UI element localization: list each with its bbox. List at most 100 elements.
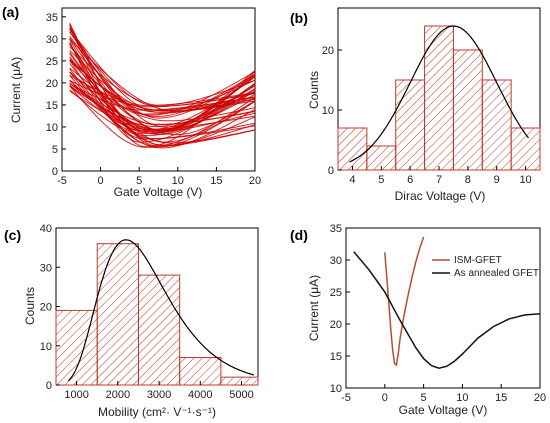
x-tick-label: 2000 xyxy=(106,389,130,401)
x-tick-label: 10 xyxy=(172,175,184,187)
transfer-curve xyxy=(69,72,256,122)
x-tick-label: 6 xyxy=(407,174,413,186)
x-tick-label: 4000 xyxy=(188,389,212,401)
y-tick-label: 25 xyxy=(46,56,58,68)
y-tick-label: 15 xyxy=(330,351,342,363)
panel-label-d: (d) xyxy=(290,227,308,243)
plot-frame-d xyxy=(345,227,541,389)
bars-b xyxy=(337,25,541,171)
histogram-bar xyxy=(424,25,454,171)
y-tick-label: 35 xyxy=(330,223,342,235)
transfer-curve xyxy=(69,83,256,111)
panel-b: (b) 4 5 6 7 8 9 10 0 10 20 Dirac Voltage (V) Cou… xyxy=(290,7,541,203)
curves-a xyxy=(69,22,256,149)
fit-curve-c xyxy=(67,239,255,382)
x-tick-label: 7 xyxy=(436,174,442,186)
fit-curve xyxy=(67,239,255,382)
histogram-bar xyxy=(137,274,181,386)
x-tick-label: 5 xyxy=(421,392,427,404)
y-axis-label-b: Counts xyxy=(307,71,321,109)
x-tick-label: 9 xyxy=(494,174,500,186)
legend-label-as-annealed-gfet: As annealed GFET xyxy=(454,268,539,279)
y-axis-label-a: Current (μA) xyxy=(9,57,23,123)
y-tick-label: 0 xyxy=(52,166,58,178)
transfer-curve xyxy=(69,28,256,115)
histogram-bar xyxy=(179,357,222,386)
panel-c: (c) 1000 2000 3000 4000 5000 0 10 20 30 40 Mobil… xyxy=(4,223,259,419)
panel-d: (d) -5 0 5 10 15 20 10 15 20 25 30 35 ISM-GFET As … xyxy=(290,223,546,417)
transfer-curve xyxy=(69,41,256,143)
y-tick-label: 30 xyxy=(330,255,342,267)
y-axis-label-c: Counts xyxy=(23,287,37,325)
x-tick-label: 15 xyxy=(210,175,222,187)
transfer-curve xyxy=(69,89,256,137)
x-ticks-b: 4 5 6 7 8 9 10 xyxy=(349,166,532,186)
y-tick-label: 35 xyxy=(46,12,58,24)
y-ticks-a: 0 5 10 15 20 25 30 35 xyxy=(46,12,66,178)
x-tick-label: -5 xyxy=(57,175,67,187)
y-tick-label: 10 xyxy=(40,341,52,353)
x-tick-label: 8 xyxy=(465,174,471,186)
fit-curve xyxy=(349,25,529,163)
y-ticks-c: 0 10 20 30 40 xyxy=(40,223,60,392)
x-tick-label: 0 xyxy=(98,175,104,187)
y-tick-label: 20 xyxy=(330,319,342,331)
x-tick-label: 4 xyxy=(349,174,355,186)
transfer-curve xyxy=(69,37,256,132)
y-tick-label: 10 xyxy=(330,383,342,395)
x-tick-label: 5 xyxy=(378,174,384,186)
x-tick-label: 10 xyxy=(456,392,468,404)
y-ticks-d: 10 15 20 25 30 35 xyxy=(330,223,350,395)
y-tick-label: 15 xyxy=(46,100,58,112)
x-axis-label-c: Mobility (cm²· V⁻¹·s⁻¹) xyxy=(98,405,216,419)
legend-label-ism-gfet: ISM-GFET xyxy=(454,255,502,266)
y-tick-label: 10 xyxy=(46,122,58,134)
transfer-curve xyxy=(69,75,256,131)
transfer-curve xyxy=(69,28,256,107)
fit-curve-b xyxy=(349,25,529,163)
x-tick-label: 20 xyxy=(534,392,546,404)
y-tick-label: 5 xyxy=(52,144,58,156)
x-ticks-d: -5 0 5 10 15 20 xyxy=(341,384,546,404)
x-tick-label: 1000 xyxy=(64,389,88,401)
lines-d xyxy=(353,236,541,369)
histogram-bar xyxy=(481,79,512,171)
series-line xyxy=(353,251,541,369)
x-ticks-a: -5 0 5 10 15 20 xyxy=(57,167,261,187)
y-tick-label: 20 xyxy=(40,302,52,314)
transfer-curve xyxy=(69,79,256,144)
x-tick-label: 0 xyxy=(382,392,388,404)
histogram-bar xyxy=(337,127,368,171)
x-axis-label-b: Dirac Voltage (V) xyxy=(395,189,486,203)
x-tick-label: 3000 xyxy=(147,389,171,401)
y-axis-label-d: Current (μA) xyxy=(307,275,321,341)
transfer-curve xyxy=(69,27,256,128)
x-tick-label: 15 xyxy=(495,392,507,404)
panel-label-c: (c) xyxy=(4,227,21,243)
series-line xyxy=(384,236,425,367)
y-tick-label: 0 xyxy=(46,380,52,392)
legend-d: ISM-GFET As annealed GFET xyxy=(432,255,539,279)
panel-label-b: (b) xyxy=(290,10,308,26)
y-ticks-b: 0 10 20 xyxy=(322,45,342,177)
y-tick-label: 25 xyxy=(330,287,342,299)
transfer-curve xyxy=(69,67,256,117)
x-tick-label: 10 xyxy=(519,174,531,186)
y-tick-label: 20 xyxy=(322,45,334,57)
panel-label-a: (a) xyxy=(2,4,19,20)
x-axis-label-d: Gate Voltage (V) xyxy=(399,403,488,417)
transfer-curve xyxy=(69,35,256,119)
histogram-bar xyxy=(220,376,259,386)
histogram-bar xyxy=(96,243,139,386)
transfer-curve xyxy=(69,46,256,106)
x-tick-label: 5000 xyxy=(229,389,253,401)
x-axis-label-a: Gate Voltage (V) xyxy=(114,185,203,199)
transfer-curve xyxy=(69,22,256,147)
histogram-bar xyxy=(452,49,483,171)
y-tick-label: 30 xyxy=(46,34,58,46)
x-ticks-c: 1000 2000 3000 4000 5000 xyxy=(64,381,254,401)
histogram-bar xyxy=(395,79,426,171)
y-tick-label: 40 xyxy=(40,223,52,235)
